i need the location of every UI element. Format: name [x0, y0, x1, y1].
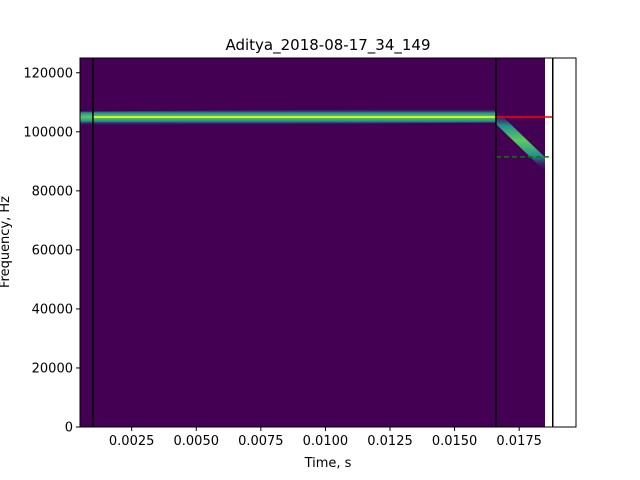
x-tick-label: 0.0025	[109, 434, 155, 449]
y-tick-label: 40000	[32, 302, 73, 317]
x-tick-label: 0.0075	[238, 434, 284, 449]
x-axis-label: Time, s	[304, 456, 352, 471]
signal-ridge-segment-1	[495, 110, 545, 172]
y-axis-ticks: 0 20000 40000 60000 80000 100000 120000	[23, 66, 80, 436]
x-tick-label: 0.0050	[174, 434, 220, 449]
marker-lines-layer	[92, 58, 554, 427]
x-tick-label: 0.0125	[367, 434, 413, 449]
y-tick-label: 120000	[23, 66, 73, 81]
plot-frame	[79, 57, 577, 428]
chart-title: Aditya_2018-08-17_34_149	[225, 36, 430, 55]
y-tick-label: 0	[65, 421, 73, 436]
x-tick-label: 0.0100	[303, 434, 349, 449]
y-tick-label: 20000	[32, 361, 73, 376]
x-axis-ticks: 0.0025 0.0050 0.0075 0.0100 0.0125 0.0150 0.01…	[109, 427, 542, 449]
y-tick-label: 60000	[32, 243, 73, 258]
x-tick-label: 0.0175	[496, 434, 542, 449]
y-tick-label: 80000	[32, 184, 73, 199]
x-tick-label: 0.0150	[432, 434, 478, 449]
y-tick-label: 100000	[23, 125, 73, 140]
y-axis-label: Frequency, Hz	[0, 196, 13, 288]
